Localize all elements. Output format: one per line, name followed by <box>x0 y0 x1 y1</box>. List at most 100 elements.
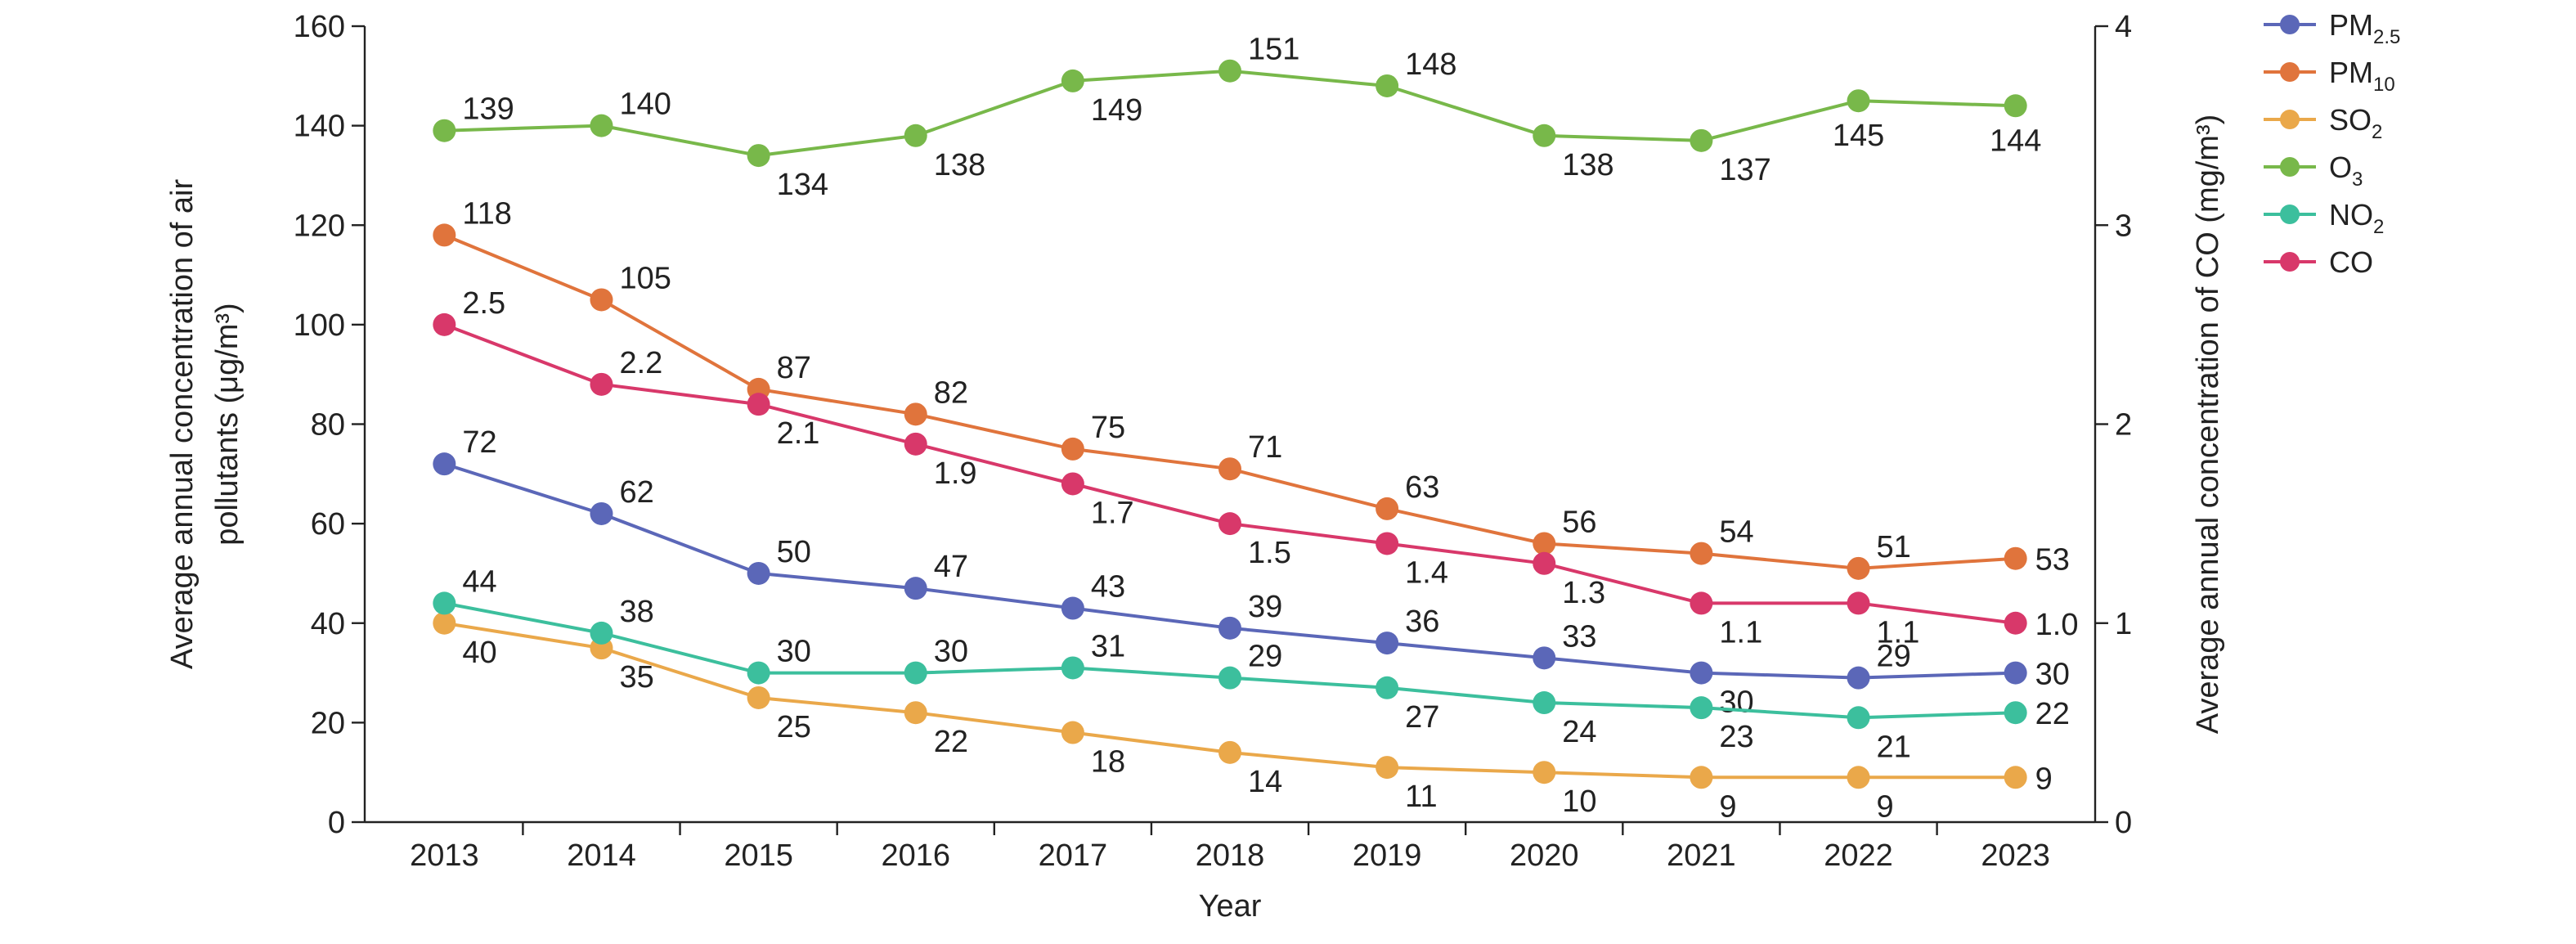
data-label: 23 <box>1719 720 1753 754</box>
y-left-tick-label: 120 <box>294 209 345 243</box>
data-label: 1.5 <box>1248 536 1291 570</box>
data-point <box>1533 691 1556 715</box>
data-point <box>1533 646 1556 670</box>
data-label: 56 <box>1562 505 1596 539</box>
data-label: 36 <box>1405 605 1439 639</box>
data-label: 39 <box>1248 590 1282 624</box>
data-point <box>904 124 927 147</box>
data-label: 30 <box>777 635 811 669</box>
x-tick-label: 2021 <box>1667 838 1736 873</box>
x-tick-label: 2019 <box>1353 838 1422 873</box>
data-point <box>1533 532 1556 555</box>
data-point <box>590 621 613 645</box>
data-label: 44 <box>462 564 496 599</box>
data-label: 47 <box>934 550 968 584</box>
data-label: 9 <box>1719 789 1736 824</box>
data-label: 29 <box>1248 640 1282 674</box>
y-right-tick-label: 3 <box>2115 209 2132 243</box>
data-label: 9 <box>1877 789 1894 824</box>
data-point <box>1376 74 1399 97</box>
x-tick-label: 2018 <box>1196 838 1265 873</box>
x-tick-label: 2022 <box>1824 838 1893 873</box>
data-point <box>1533 124 1556 147</box>
y-left-tick-label: 100 <box>294 308 345 343</box>
data-label: 82 <box>934 375 968 410</box>
data-label: 1.1 <box>1719 615 1762 650</box>
y-left-tick-label: 160 <box>294 10 345 44</box>
data-point <box>747 686 770 709</box>
data-point <box>1376 632 1399 655</box>
data-point <box>1218 457 1241 481</box>
data-point <box>1847 556 1870 580</box>
data-point <box>1847 89 1870 113</box>
data-point <box>1218 666 1241 690</box>
y-right-tick-label: 0 <box>2115 806 2132 840</box>
data-label: 10 <box>1562 784 1596 819</box>
data-label: 30 <box>2035 658 2070 692</box>
data-label: 71 <box>1248 430 1282 465</box>
data-point <box>1061 656 1084 680</box>
data-label: 140 <box>619 88 671 122</box>
data-label: 118 <box>462 196 512 231</box>
legend-marker <box>2280 15 2300 34</box>
data-label: 138 <box>1562 148 1613 182</box>
data-point <box>1218 616 1241 640</box>
legend-item: NO2 <box>2264 198 2384 238</box>
data-label: 30 <box>934 635 968 669</box>
data-label: 29 <box>1877 640 1911 674</box>
data-label: 21 <box>1877 730 1911 764</box>
data-point <box>2004 611 2027 635</box>
data-label: 1.7 <box>1091 496 1134 530</box>
data-point <box>904 402 927 426</box>
data-point <box>2004 546 2027 570</box>
y-axis-left-title-line-1: Average annual concentration of air <box>165 179 200 670</box>
y-left-tick-label: 60 <box>311 507 345 542</box>
data-label: 24 <box>1562 715 1596 749</box>
data-point <box>433 119 456 142</box>
data-point <box>747 561 770 585</box>
data-label: 138 <box>934 148 985 182</box>
legend-item: CO <box>2264 245 2373 279</box>
data-label: 1.1 <box>1877 615 1920 650</box>
y-right-tick-label: 4 <box>2115 10 2132 44</box>
data-label: 72 <box>462 425 496 460</box>
legend-label: O3 <box>2329 151 2363 191</box>
x-axis-title: Year <box>1199 889 1262 924</box>
data-point <box>1376 497 1399 520</box>
y-axis-left-title-line-2: pollutants (μg/m³) <box>210 303 245 545</box>
data-point <box>2004 701 2027 725</box>
data-label: 2.5 <box>462 286 505 321</box>
data-label: 137 <box>1719 153 1770 187</box>
series-pm10: 118 105 87 82 75 71 63 56 54 51 53 <box>433 196 2070 580</box>
data-point <box>904 432 927 456</box>
legend-marker <box>2280 252 2300 272</box>
data-label: 51 <box>1877 530 1911 564</box>
data-point <box>1376 756 1399 780</box>
data-label: 62 <box>619 475 653 510</box>
data-label: 148 <box>1405 47 1456 82</box>
data-point <box>1376 676 1399 699</box>
data-point <box>1218 59 1241 83</box>
series-pm25: 72 62 50 47 43 39 36 33 30 29 30 <box>433 425 2070 720</box>
data-point <box>1061 721 1084 744</box>
data-point <box>1376 532 1399 555</box>
data-label: 144 <box>1990 124 2041 158</box>
data-label: 50 <box>777 535 811 569</box>
x-tick-label: 2014 <box>567 838 636 873</box>
legend-item: PM10 <box>2264 56 2395 96</box>
data-label: 14 <box>1248 765 1282 799</box>
data-point <box>433 452 456 476</box>
data-point <box>1533 551 1556 575</box>
legend-item: O3 <box>2264 151 2363 191</box>
data-point <box>590 114 613 137</box>
data-label: 105 <box>619 261 671 295</box>
data-label: 43 <box>1091 570 1125 605</box>
data-point <box>1533 761 1556 784</box>
data-point <box>904 661 927 685</box>
y-axis-right-title: Average annual concentration of CO (mg/m… <box>2191 115 2225 735</box>
legend-marker <box>2280 205 2300 224</box>
data-point <box>747 393 770 416</box>
data-label: 53 <box>2035 543 2070 578</box>
data-label: 9 <box>2035 762 2053 796</box>
